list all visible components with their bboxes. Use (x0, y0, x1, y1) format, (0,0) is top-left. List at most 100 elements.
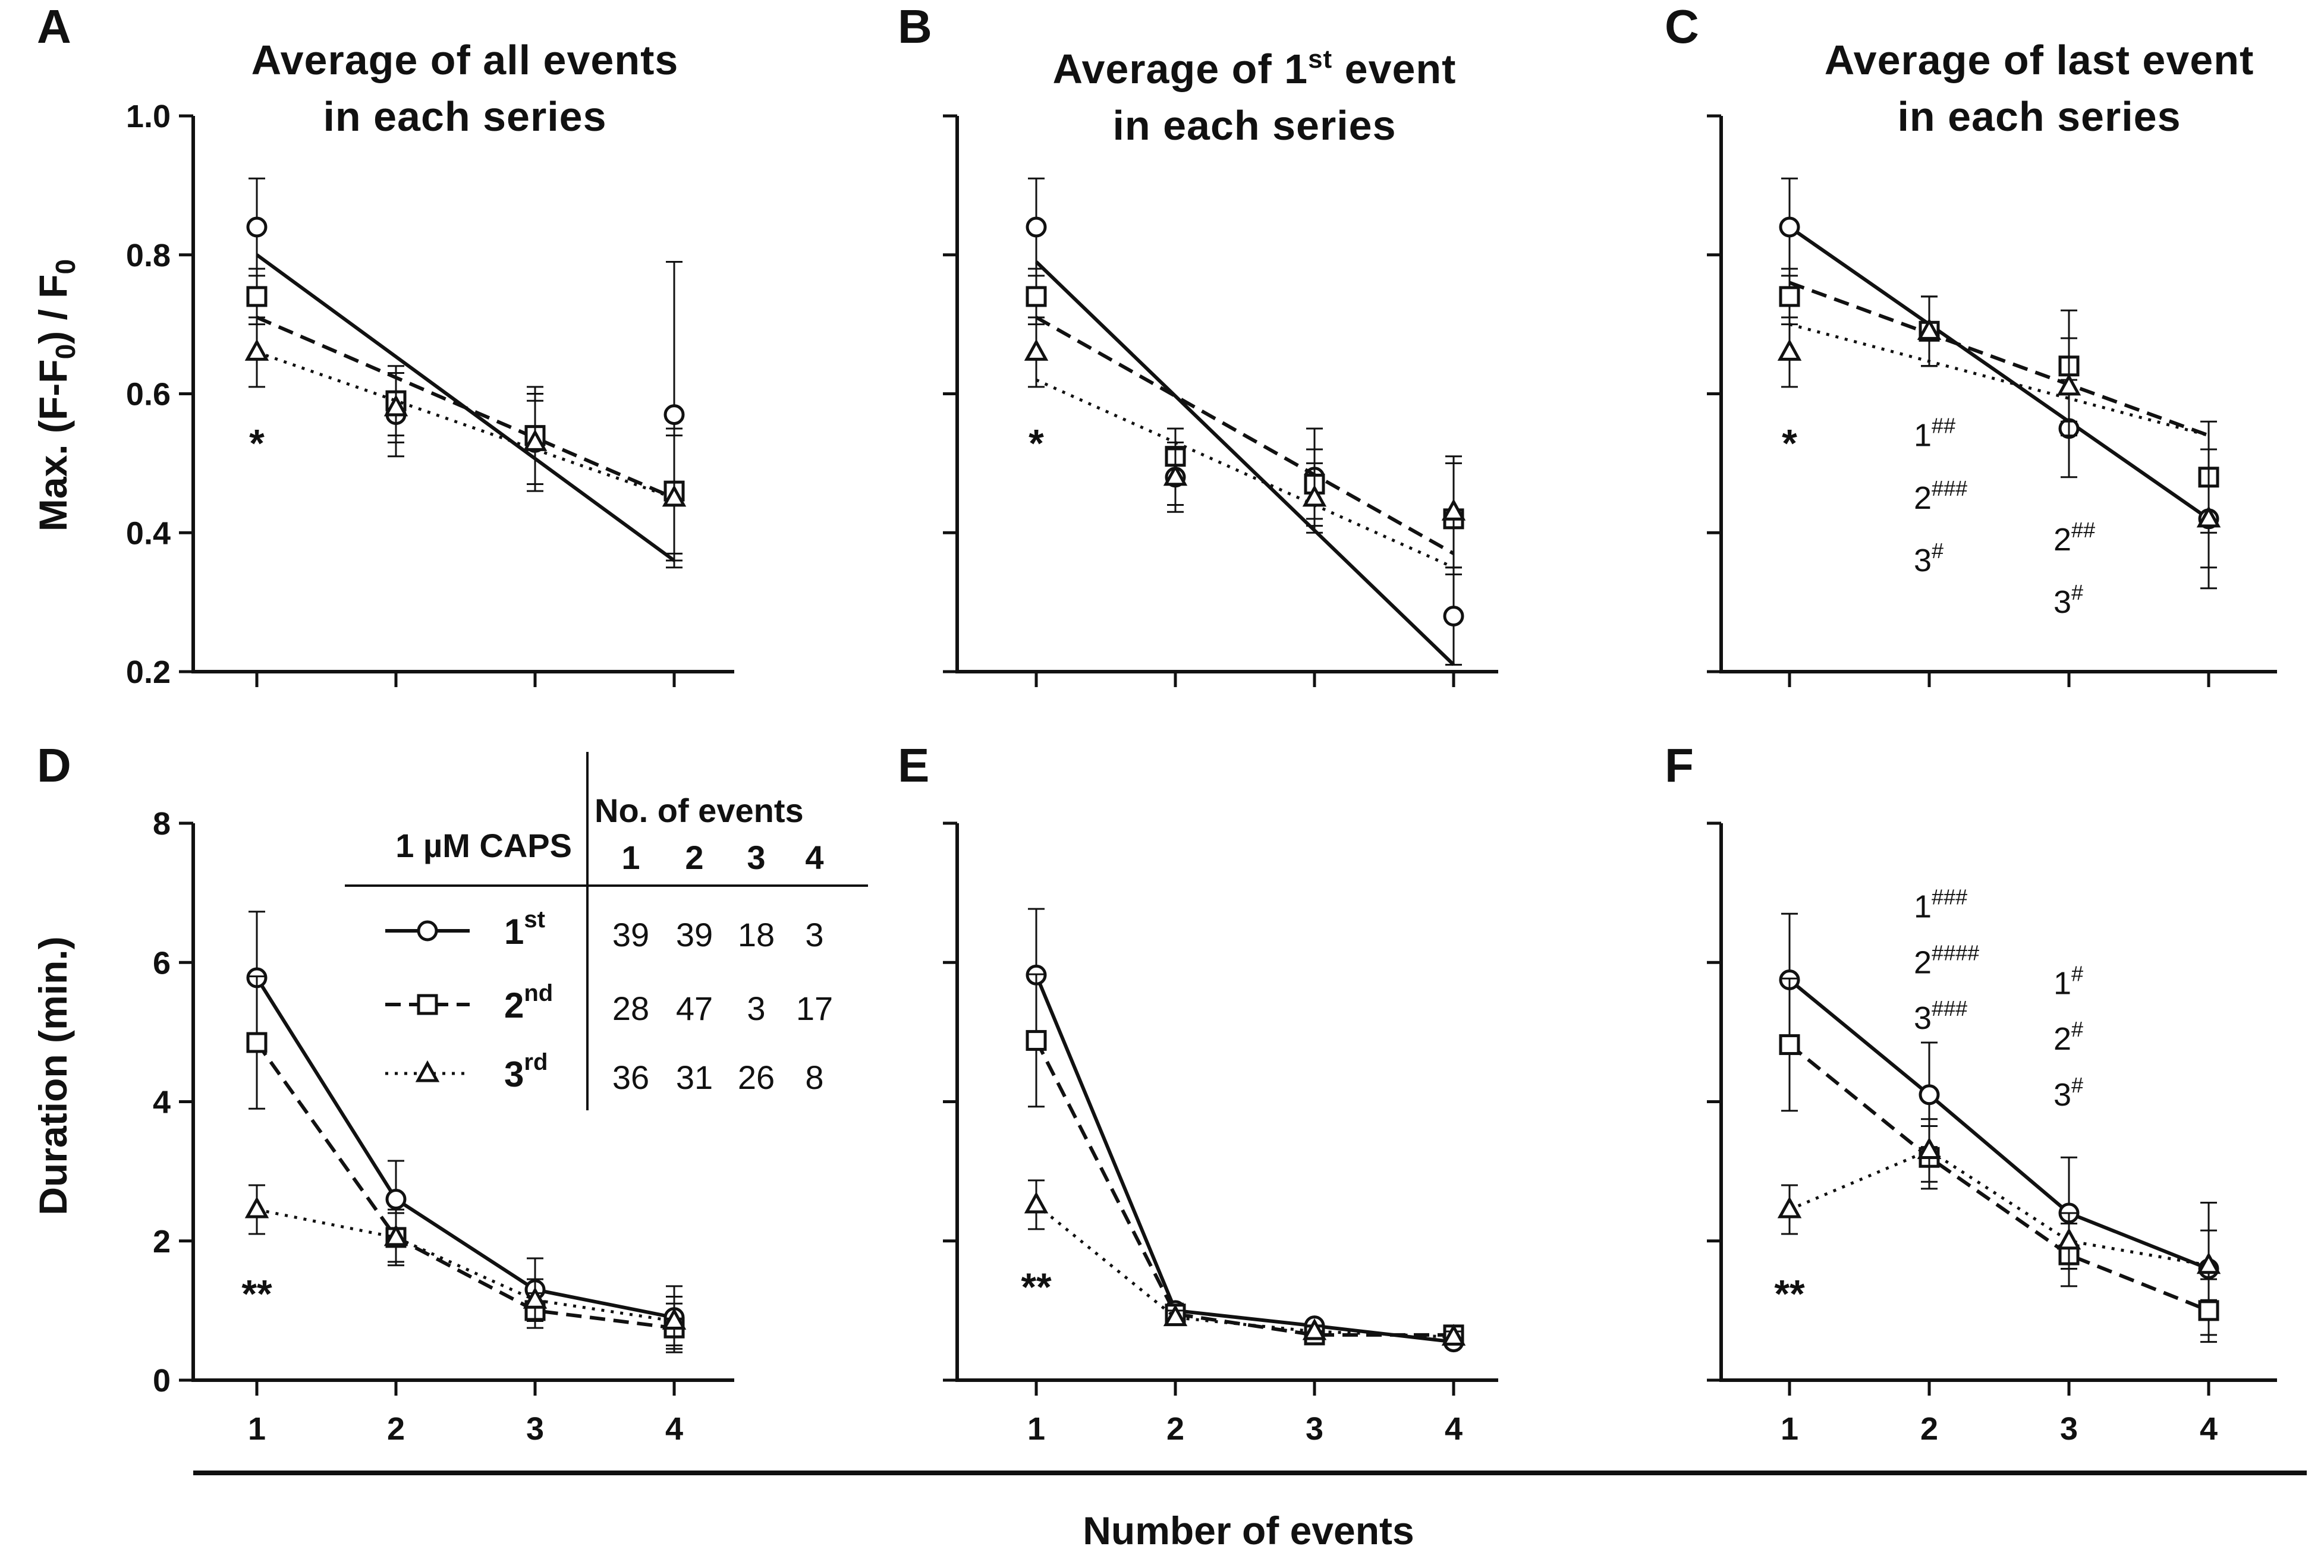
x-tick-label: 1 (248, 1411, 266, 1447)
x-tick-label: 4 (665, 1411, 683, 1447)
series-1st (246, 911, 685, 1350)
data-point (662, 484, 687, 507)
x-tick-label: 1 (1027, 1411, 1045, 1447)
data-point (1026, 286, 1047, 307)
panel-a: 0.2 0.4 0.6 0.8 1.0 * (126, 99, 734, 690)
panel-letter-a: A (37, 0, 71, 53)
panel-a-title-line2: in each series (323, 93, 606, 140)
y-tick-label: 0.8 (126, 238, 171, 273)
series-3rd (1777, 1118, 2221, 1301)
series-1st (1026, 177, 1464, 666)
panel-b: * (943, 114, 1498, 687)
annotation-label: 2### (1914, 476, 1967, 516)
panel-b-title-line2: in each series (1112, 102, 1396, 149)
data-point (1777, 1196, 1802, 1218)
y-tick-label: 4 (153, 1085, 171, 1120)
legend-row-1: 1st 39 39 18 3 (385, 906, 824, 953)
data-point (1441, 1324, 1466, 1346)
x-tick-label: 3 (1306, 1411, 1323, 1447)
y-tick-label: 0.2 (126, 654, 171, 690)
annotation-label: 2#### (1914, 940, 1979, 980)
series-3rd (1024, 316, 1466, 569)
data-point (244, 1196, 269, 1218)
legend-series-label: 1st (504, 906, 545, 952)
annotation-superscript: ## (1932, 414, 1955, 438)
data-point (523, 429, 548, 451)
x-tick-label: 2 (1166, 1411, 1184, 1447)
panel-letter-e: E (898, 739, 929, 792)
series-2nd (246, 267, 685, 555)
series-line (1788, 978, 2210, 1271)
ylabel-top: Max. (F-F0) / F0 (31, 259, 81, 531)
series-line (1788, 281, 2210, 437)
legend-columns: 1 2 3 4 (621, 839, 823, 876)
series-line (255, 1041, 675, 1330)
data-point (2196, 505, 2221, 528)
data-point (1917, 1137, 1942, 1159)
series-2nd (1779, 977, 2219, 1343)
data-point (1917, 318, 1942, 340)
annotation-superscript: ## (2071, 518, 2095, 542)
annotation-superscript: # (2071, 1017, 2083, 1041)
series-line (1788, 1043, 2210, 1312)
series-1st (1779, 177, 2219, 569)
legend-count: 36 (612, 1059, 649, 1096)
x-tick-label: 3 (2060, 1411, 2078, 1447)
data-point (662, 1308, 687, 1330)
legend-column-header: 4 (805, 839, 823, 876)
annotation-label: 2## (2053, 518, 2095, 558)
panel-b-title-line1: Average of 1st event (1052, 45, 1456, 92)
data-point (1024, 1191, 1049, 1214)
legend-row-3: 3rd 36 31 26 8 (385, 1049, 824, 1096)
panel-c-title-line2: in each series (1897, 93, 2181, 140)
legend-series-suffix: rd (524, 1049, 548, 1075)
significance-marker: * (1782, 421, 1797, 465)
data-point (2056, 1227, 2081, 1250)
annotation-superscript: #### (1932, 940, 1979, 965)
significance-marker: * (1029, 421, 1044, 465)
legend-series-suffix: st (524, 906, 545, 933)
y-tick-label: 2 (153, 1224, 171, 1260)
legend-column-header: 1 (621, 839, 640, 876)
significance-marker: ** (241, 1272, 272, 1316)
annotation-superscript: # (2071, 1073, 2083, 1097)
series-line (255, 977, 675, 1320)
data-point (246, 216, 268, 238)
data-point (383, 394, 408, 417)
significance-marker: ** (1774, 1272, 1805, 1316)
legend-count: 39 (676, 916, 713, 953)
data-point (1443, 606, 1464, 626)
annotation-label: 1### (1914, 885, 1967, 925)
legend-count: 47 (676, 990, 713, 1027)
y-tick-label: 6 (153, 945, 171, 981)
annotation-label: 2# (2053, 1017, 2083, 1057)
data-point (1024, 339, 1049, 361)
series-line (1035, 1203, 1454, 1339)
series-line (1035, 316, 1455, 555)
data-point (246, 286, 268, 307)
data-point (1302, 484, 1327, 507)
x-tick-label: 2 (387, 1411, 405, 1447)
series-line (1035, 378, 1455, 569)
panel-a-title-line1: Average of all events (251, 37, 679, 83)
panel-c: * 1## 2### 3# 2## 3# (1707, 114, 2277, 687)
panel-letter-c: C (1665, 0, 1699, 53)
legend-marker (417, 994, 438, 1015)
y-tick-label: 0.4 (126, 515, 171, 551)
data-point (1779, 216, 1800, 238)
y-tick-label: 8 (153, 806, 171, 842)
legend-count: 39 (612, 916, 649, 953)
panel-d: 0 2 4 6 8 1 2 3 4 ** (153, 806, 734, 1447)
y-tick-label: 0 (153, 1363, 171, 1399)
data-point (523, 1287, 548, 1309)
data-point (244, 339, 269, 361)
data-point (1779, 1034, 1800, 1055)
legend-marker (417, 920, 438, 942)
annotation-superscript: ### (1932, 885, 1967, 909)
legend-count: 31 (676, 1059, 713, 1096)
annotation-label: 1# (2053, 961, 2083, 1001)
legend-count: 28 (612, 990, 649, 1027)
